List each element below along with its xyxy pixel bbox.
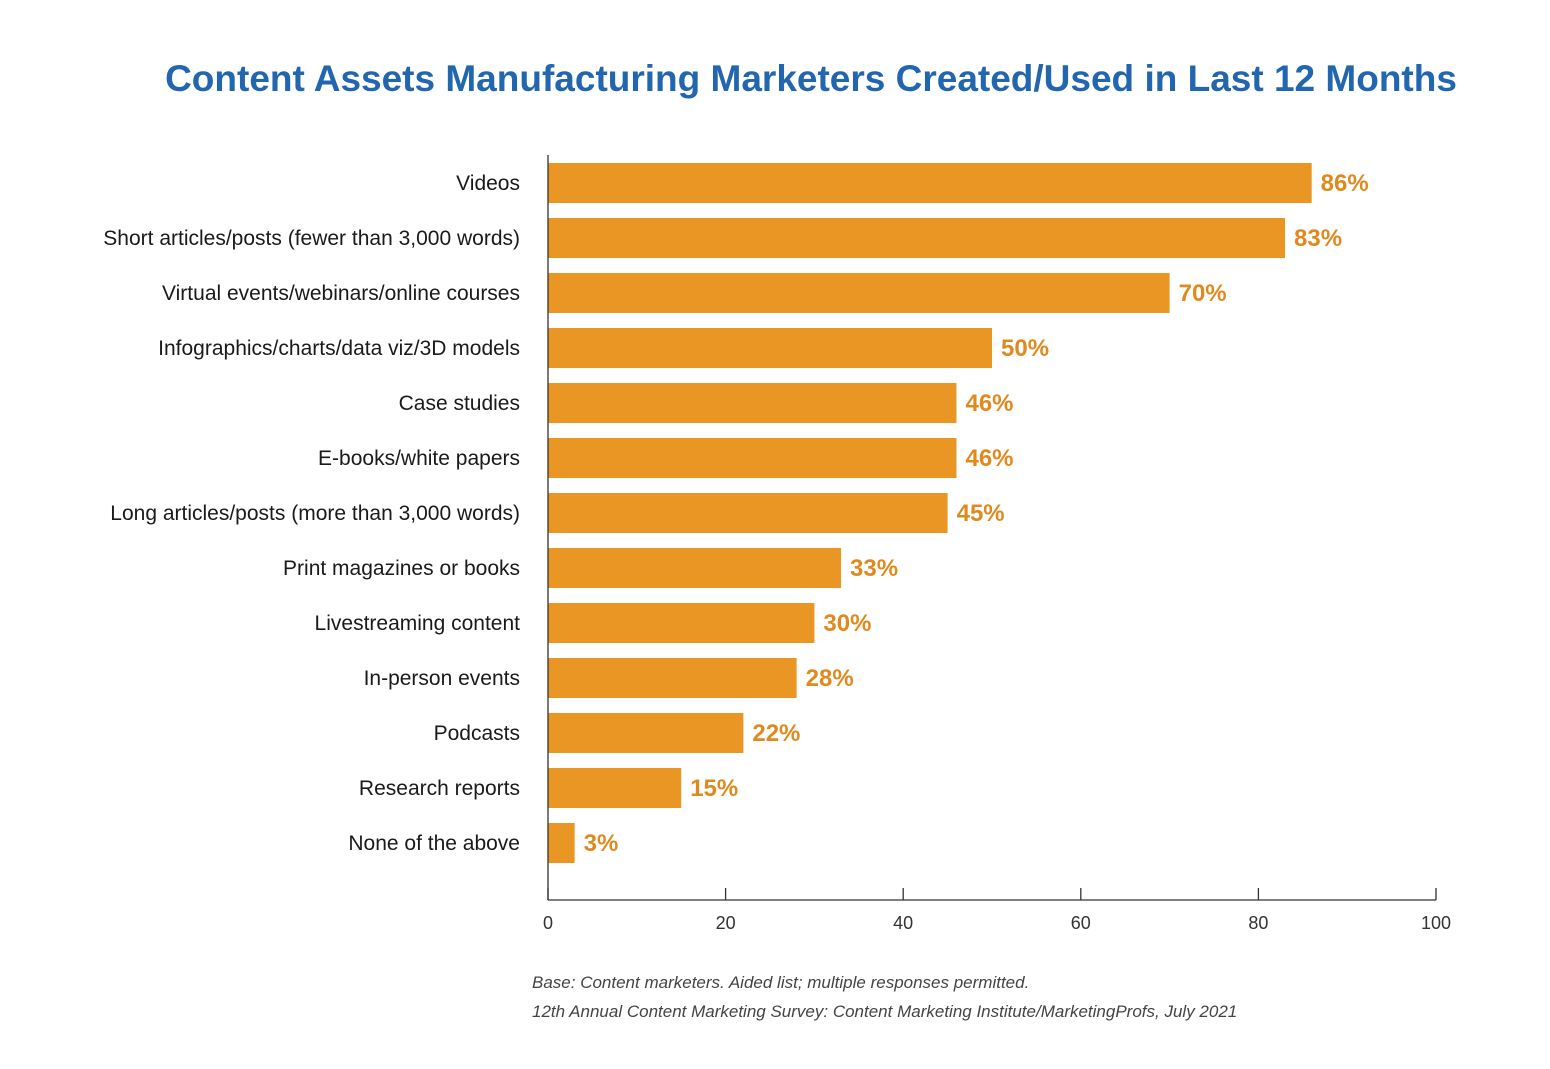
value-label: 30% (823, 610, 871, 637)
bar (548, 218, 1286, 258)
bar (548, 383, 957, 423)
x-tick-label: 100 (1421, 913, 1451, 933)
footnote-base: Base: Content marketers. Aided list; mul… (532, 973, 1030, 992)
bar (548, 493, 948, 533)
category-label: Print magazines or books (283, 557, 520, 580)
value-label: 86% (1321, 170, 1369, 197)
category-label: Short articles/posts (fewer than 3,000 w… (103, 227, 520, 250)
x-tick-label: 0 (543, 913, 553, 933)
value-label: 46% (965, 445, 1013, 472)
bar (548, 328, 992, 368)
x-tick-label: 80 (1248, 913, 1268, 933)
bar (548, 548, 842, 588)
value-label: 22% (752, 720, 800, 747)
chart-title: Content Assets Manufacturing Marketers C… (165, 58, 1457, 99)
bar (548, 163, 1312, 203)
category-label: In-person events (364, 667, 520, 690)
value-label: 50% (1001, 335, 1049, 362)
category-label: None of the above (348, 832, 520, 855)
category-label: Videos (456, 172, 520, 195)
x-axis: 0 20 40 60 80 100 (543, 155, 1451, 933)
category-label: Infographics/charts/data viz/3D models (158, 337, 520, 360)
bar (548, 658, 797, 698)
x-tick-label: 40 (893, 913, 913, 933)
category-label: Case studies (399, 392, 520, 415)
category-label: Podcasts (434, 722, 520, 745)
bar (548, 768, 682, 808)
category-labels: Videos Short articles/posts (fewer than 3… (103, 172, 520, 855)
value-label: 45% (957, 500, 1005, 527)
value-label: 83% (1294, 225, 1342, 252)
value-label: 28% (806, 665, 854, 692)
bar (548, 603, 815, 643)
bar (548, 273, 1170, 313)
bar (548, 713, 744, 753)
x-tick-label: 60 (1071, 913, 1091, 933)
category-label: E-books/white papers (318, 447, 520, 470)
bar (548, 438, 957, 478)
value-label: 15% (690, 775, 738, 802)
value-label: 70% (1179, 280, 1227, 307)
value-labels: 86% 83% 70% 50% 46% 46% 45% 33% 30% 28% 22% 15% 3% (584, 170, 1369, 857)
footnote-source: 12th Annual Content Marketing Survey: Co… (532, 1002, 1238, 1021)
category-label: Research reports (359, 777, 520, 800)
bars-layer (548, 163, 1312, 863)
value-label: 3% (584, 830, 619, 857)
category-label: Virtual events/webinars/online courses (162, 282, 520, 305)
bar (548, 823, 575, 863)
value-label: 46% (965, 390, 1013, 417)
value-label: 33% (850, 555, 898, 582)
x-tick-label: 20 (716, 913, 736, 933)
category-label: Long articles/posts (more than 3,000 wor… (110, 502, 520, 525)
category-label: Livestreaming content (315, 612, 521, 635)
